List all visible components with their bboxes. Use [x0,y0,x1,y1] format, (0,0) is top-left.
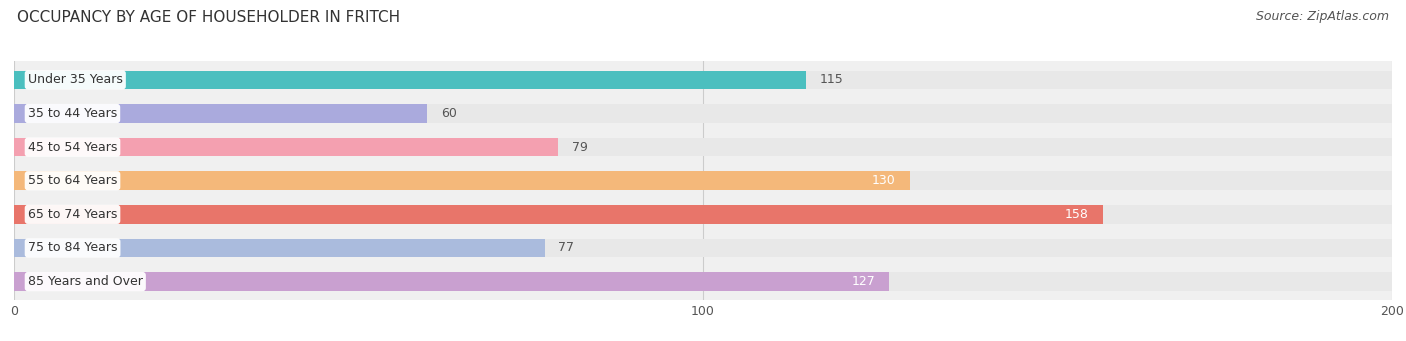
Text: 65 to 74 Years: 65 to 74 Years [28,208,117,221]
Bar [14,239,1392,257]
Text: 35 to 44 Years: 35 to 44 Years [28,107,117,120]
Bar [14,272,889,291]
Text: 130: 130 [872,174,896,187]
Text: 79: 79 [572,140,588,153]
Text: 77: 77 [558,241,574,254]
Bar [14,71,807,89]
Text: Under 35 Years: Under 35 Years [28,73,122,86]
Text: 127: 127 [852,275,876,288]
Text: OCCUPANCY BY AGE OF HOUSEHOLDER IN FRITCH: OCCUPANCY BY AGE OF HOUSEHOLDER IN FRITC… [17,10,399,25]
Text: 75 to 84 Years: 75 to 84 Years [28,241,117,254]
Bar [14,239,544,257]
Bar [14,205,1102,224]
Bar [14,138,1392,157]
Text: 85 Years and Over: 85 Years and Over [28,275,143,288]
Bar [14,104,1392,123]
Bar [14,138,558,157]
Bar [14,272,1392,291]
Text: 45 to 54 Years: 45 to 54 Years [28,140,117,153]
Text: 115: 115 [820,73,844,86]
Text: 55 to 64 Years: 55 to 64 Years [28,174,117,187]
Bar [14,172,910,190]
Bar [14,205,1392,224]
Bar [14,71,1392,89]
Bar [14,172,1392,190]
Text: Source: ZipAtlas.com: Source: ZipAtlas.com [1256,10,1389,23]
Bar [14,104,427,123]
Text: 158: 158 [1064,208,1088,221]
Text: 60: 60 [441,107,457,120]
